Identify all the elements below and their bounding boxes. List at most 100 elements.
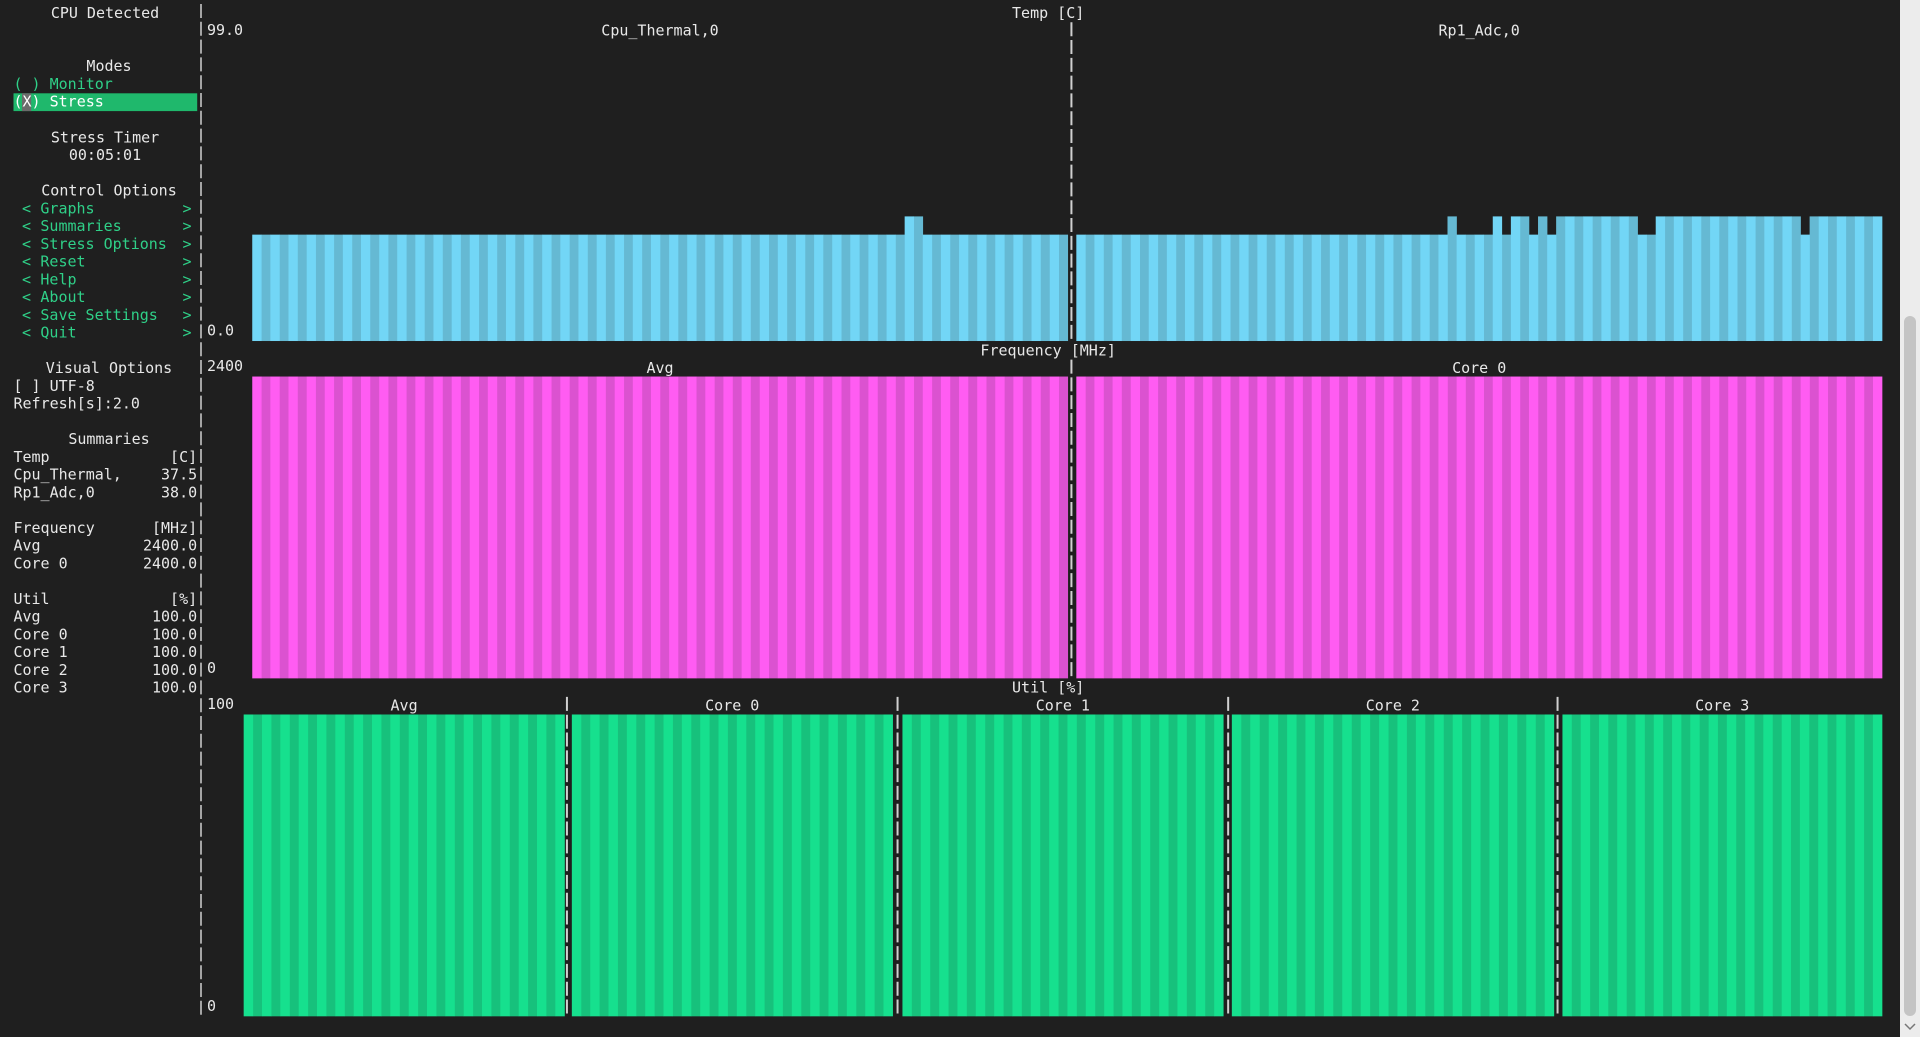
bar [810,714,820,1017]
button-bracket[interactable]: > [182,199,191,217]
graph-title: Frequency [MHz] [980,341,1115,359]
scroll-arrow[interactable] [1904,1023,1916,1031]
bar [1574,376,1584,679]
bar [1700,376,1711,679]
bar [1465,234,1475,342]
button-bracket[interactable]: < [22,306,31,324]
bar [252,376,262,679]
button-bracket[interactable]: > [182,217,191,235]
bar [1375,376,1385,679]
button-bracket[interactable]: > [182,270,191,288]
button-label[interactable]: Reset [40,253,85,271]
bar [1214,714,1224,1017]
button-bracket[interactable]: < [22,324,31,342]
summary-label: Core 3 [13,679,67,697]
bar [823,376,833,679]
bar [732,376,742,679]
bar [977,376,987,679]
summary-label: Core 0 [13,625,67,643]
button-bracket[interactable]: < [22,253,31,271]
mode-option[interactable]: ( ) Monitor [14,75,113,93]
bar [1854,714,1865,1017]
button-label[interactable]: Save Settings [40,306,157,324]
bar [1121,376,1131,679]
bar [1356,376,1367,679]
button-bracket[interactable]: > [182,253,191,271]
button-label[interactable]: Graphs [40,199,94,217]
bar [650,234,661,342]
bar [397,234,407,342]
button-bracket[interactable]: > [182,306,191,324]
button-label[interactable]: Summaries [40,217,121,235]
bar [660,234,670,342]
bar [1194,234,1204,342]
bar [1556,216,1566,342]
button-label[interactable]: Help [40,270,76,288]
bar [271,714,281,1017]
bar [1700,216,1711,342]
button-label[interactable]: About [40,288,85,306]
bar [1239,376,1249,679]
bar [850,376,860,679]
bar [895,376,905,679]
bar [1854,376,1865,679]
sidebar: CPU Detected Modes ( ) Monitor (X) Stres… [13,4,198,697]
bar [1737,216,1747,342]
bar [1735,714,1746,1017]
bar [1166,376,1177,679]
bar [841,376,851,679]
bar [1592,216,1602,342]
bar [344,714,354,1017]
bar [279,234,289,342]
bar [289,714,299,1017]
bar [859,376,869,679]
bar [1637,234,1647,342]
bar [1498,714,1509,1017]
bar [1628,216,1638,342]
bar [315,376,326,679]
bar [939,714,949,1017]
bar [524,234,534,342]
bar [1085,234,1095,342]
button-bracket[interactable]: < [22,288,31,306]
bar [424,376,434,679]
button-label[interactable]: Stress Options [40,235,166,253]
button-bracket[interactable]: > [182,324,191,342]
bar [1710,376,1720,679]
bar [324,376,335,679]
bar [1818,714,1828,1017]
bar [1764,216,1774,342]
bar [902,714,912,1017]
bar [1004,376,1014,679]
bar [1248,376,1258,679]
bar [874,714,884,1017]
bar [1646,376,1657,679]
summary-value: 100.0 [152,643,197,661]
bar [1619,376,1629,679]
bar [1474,234,1485,342]
button-bracket[interactable]: > [182,288,191,306]
visual-option[interactable]: [ ] UTF-8 [14,377,95,395]
mode-option[interactable]: (X) Stress [14,93,104,111]
button-bracket[interactable]: > [182,235,191,253]
button-label[interactable]: Quit [40,324,76,342]
bar [280,714,290,1017]
button-bracket[interactable]: < [22,199,31,217]
bar [626,714,637,1017]
summary-value: 100.0 [152,608,197,626]
button-bracket[interactable]: < [22,270,31,288]
button-bracket[interactable]: < [22,235,31,253]
bar [261,234,271,342]
scrollbar-thumb[interactable] [1904,316,1916,1016]
bar [1231,714,1242,1017]
bar [669,234,679,342]
visual-option[interactable]: Refresh[s]:2.0 [14,395,140,413]
bar [596,234,606,342]
bar [1710,216,1720,342]
bar [1863,216,1874,342]
bar [1544,714,1555,1017]
button-bracket[interactable]: < [22,217,31,235]
bar [696,234,706,342]
bar [700,714,710,1017]
bar [1360,714,1371,1017]
